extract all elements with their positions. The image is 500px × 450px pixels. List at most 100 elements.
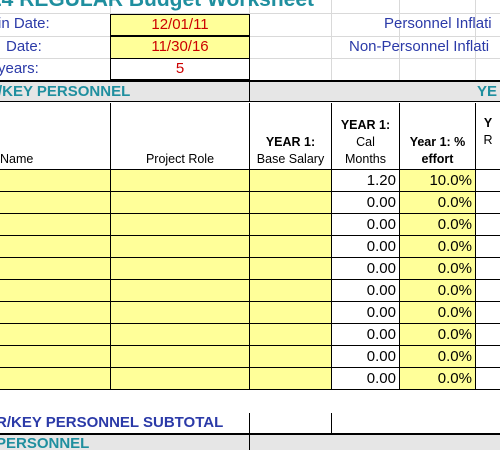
base-salary-cell[interactable] (250, 346, 332, 367)
role-cell[interactable] (111, 346, 250, 367)
next-cell[interactable] (476, 170, 500, 191)
section-year-label: YE (477, 83, 498, 100)
base-salary-cell[interactable] (250, 214, 332, 235)
role-cell[interactable] (111, 214, 250, 235)
base-salary-cell[interactable] (250, 236, 332, 257)
cal-months-cell[interactable]: 0.00 (332, 368, 400, 389)
effort-cell[interactable]: 0.0% (400, 258, 476, 279)
table-row: 1.20 10.0% (0, 170, 500, 192)
subtotal-label: R/KEY PERSONNEL SUBTOTAL (0, 414, 224, 431)
effort-cell[interactable]: 0.0% (400, 236, 476, 257)
base-salary-cell[interactable] (250, 324, 332, 345)
base-salary-cell[interactable] (250, 192, 332, 213)
cal-months-cell[interactable]: 0.00 (332, 236, 400, 257)
next-cell[interactable] (476, 346, 500, 367)
next-cell[interactable] (476, 368, 500, 389)
role-cell[interactable] (111, 368, 250, 389)
next-cell[interactable] (476, 302, 500, 323)
column-header-cal-months: YEAR 1: Cal Months (332, 103, 400, 170)
column-header-role: Project Role (111, 103, 250, 170)
column-header-name: Name (0, 103, 111, 170)
base-salary-cell[interactable] (250, 258, 332, 279)
base-salary-cell[interactable] (250, 170, 332, 191)
column-header-base-salary: YEAR 1: Base Salary (250, 103, 332, 170)
base-salary-cell[interactable] (250, 368, 332, 389)
table-row: 0.00 0.0% (0, 236, 500, 258)
name-cell[interactable] (0, 368, 111, 389)
role-cell[interactable] (111, 258, 250, 279)
nonpersonnel-inflation-label: Non-Personnel Inflati (349, 38, 490, 55)
years-label: years: (0, 60, 39, 77)
end-date-cell[interactable]: 11/30/16 (110, 36, 250, 59)
column-header-effort: Year 1: % effort (400, 103, 476, 170)
name-cell[interactable] (0, 258, 111, 279)
table-row: 0.00 0.0% (0, 280, 500, 302)
personnel-inflation-label: Personnel Inflati (384, 15, 492, 32)
cal-months-cell[interactable]: 0.00 (332, 346, 400, 367)
cal-months-cell[interactable]: 0.00 (332, 258, 400, 279)
next-cell[interactable] (476, 324, 500, 345)
effort-cell[interactable]: 0.0% (400, 280, 476, 301)
table-row: 0.00 0.0% (0, 192, 500, 214)
name-cell[interactable] (0, 324, 111, 345)
table-row: 0.00 0.0% (0, 368, 500, 390)
name-cell[interactable] (0, 346, 111, 367)
cal-months-cell[interactable]: 0.00 (332, 192, 400, 213)
next-section-title: PERSONNEL (0, 435, 90, 450)
personnel-rows: 1.20 10.0% 0.00 0.0% 0.00 0.0% 0.00 0.0% 0.00 0.0… (0, 170, 500, 390)
next-cell[interactable] (476, 236, 500, 257)
cal-months-cell[interactable]: 0.00 (332, 214, 400, 235)
cal-months-cell[interactable]: 0.00 (332, 324, 400, 345)
table-row: 0.00 0.0% (0, 324, 500, 346)
effort-cell[interactable]: 10.0% (400, 170, 476, 191)
gridline (331, 0, 332, 80)
section-title: /KEY PERSONNEL (0, 83, 131, 100)
name-cell[interactable] (0, 302, 111, 323)
effort-cell[interactable]: 0.0% (400, 346, 476, 367)
table-row: 0.00 0.0% (0, 258, 500, 280)
base-salary-cell[interactable] (250, 302, 332, 323)
years-cell[interactable]: 5 (110, 58, 250, 80)
end-date-label: Date: (6, 38, 42, 55)
effort-cell[interactable]: 0.0% (400, 214, 476, 235)
name-cell[interactable] (0, 214, 111, 235)
effort-cell[interactable]: 0.0% (400, 368, 476, 389)
next-cell[interactable] (476, 280, 500, 301)
gridline (0, 13, 500, 14)
role-cell[interactable] (111, 236, 250, 257)
effort-cell[interactable]: 0.0% (400, 302, 476, 323)
name-cell[interactable] (0, 170, 111, 191)
name-cell[interactable] (0, 192, 111, 213)
next-section-header: PERSONNEL (0, 435, 500, 450)
table-row: 0.00 0.0% (0, 302, 500, 324)
role-cell[interactable] (111, 170, 250, 191)
role-cell[interactable] (111, 280, 250, 301)
gridline (475, 0, 476, 80)
section-header: /KEY PERSONNEL YE (0, 80, 500, 102)
begin-date-cell[interactable]: 12/01/11 (110, 14, 250, 36)
role-cell[interactable] (111, 302, 250, 323)
effort-cell[interactable]: 0.0% (400, 192, 476, 213)
name-cell[interactable] (0, 236, 111, 257)
effort-cell[interactable]: 0.0% (400, 324, 476, 345)
worksheet-title: 24 REGULAR Budget Worksheet (0, 0, 314, 12)
cal-months-cell[interactable]: 1.20 (332, 170, 400, 191)
table-row: 0.00 0.0% (0, 214, 500, 236)
cal-months-cell[interactable]: 0.00 (332, 280, 400, 301)
next-cell[interactable] (476, 192, 500, 213)
next-cell[interactable] (476, 214, 500, 235)
role-cell[interactable] (111, 192, 250, 213)
begin-date-label: in Date: (0, 15, 50, 32)
gridline (399, 0, 400, 80)
gridline (0, 58, 500, 59)
name-cell[interactable] (0, 280, 111, 301)
cal-months-cell[interactable]: 0.00 (332, 302, 400, 323)
next-cell[interactable] (476, 258, 500, 279)
table-row: 0.00 0.0% (0, 346, 500, 368)
role-cell[interactable] (111, 324, 250, 345)
base-salary-cell[interactable] (250, 280, 332, 301)
subtotal-row: R/KEY PERSONNEL SUBTOTAL (0, 413, 500, 435)
gridline (0, 36, 500, 37)
column-header-next: Y R (483, 116, 493, 147)
